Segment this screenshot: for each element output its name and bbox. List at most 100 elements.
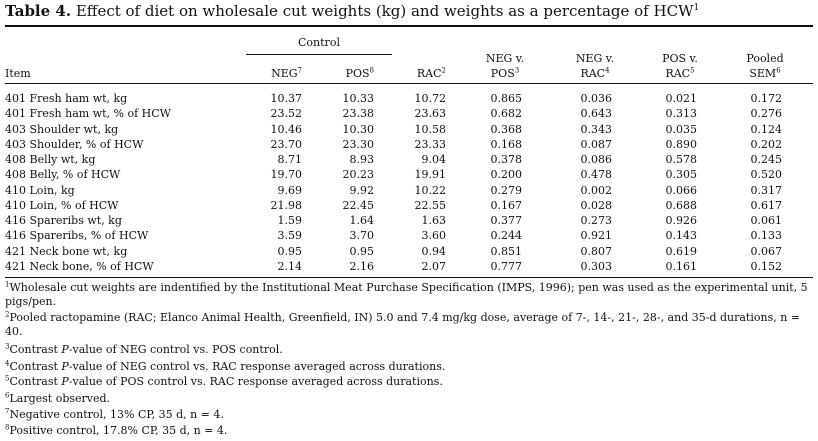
cell-item: 403 Shoulder, % of HCW [5,137,144,151]
cell-neg-v-pos: 0.851 [490,244,523,258]
cell-rac: 1.63 [421,214,447,227]
footnote-text: Contrast [9,375,62,388]
neg-v-rac-header-line2: RAC4 [580,66,610,80]
cell-rac: 0.94 [421,244,447,258]
cell-neg: 0.95 [277,244,303,258]
cell-item: 403 Shoulder wt, kg [5,122,119,136]
cell-rac: 19.91 [414,168,447,182]
cell-pooled-sem: 0.317 [750,183,783,197]
pooled-sem-header-line2: SEM6 [749,66,781,80]
cell-neg: 9.69 [277,183,303,197]
cell-neg-v-rac: 0.087 [580,137,613,151]
cell-neg-v-pos: 0.368 [490,122,523,136]
cell-pos: 0.95 [349,244,375,258]
cell-rac: 3.60 [421,229,447,243]
footnote-marker: 7 [5,407,10,416]
cell-neg: 10.46 [270,122,303,136]
cell-pos-v-rac: 0.066 [665,183,698,197]
cell-neg-v-pos: 0.168 [490,137,523,151]
cell-neg: 2.14 [277,259,303,273]
footnote-4: 4Contrast P-value of NEG control vs. RAC… [5,360,810,374]
cell-neg-v-rac: 0.303 [580,259,613,273]
footnote-marker: 8 [5,423,10,432]
cell-item: 421 Neck bone, % of HCW [5,259,154,273]
cell-pos-v-rac: 0.021 [665,92,698,105]
cell-neg-v-rac: 0.273 [580,214,613,227]
cell-rac: 10.58 [414,122,447,136]
footnote-italic: P [61,343,69,356]
cell-neg-v-pos: 0.279 [490,183,523,197]
cell-pooled-sem: 0.202 [750,137,783,151]
cell-neg-v-pos: 0.777 [490,259,523,273]
footnote-marker: 4 [5,359,10,368]
footnote-marker: 5 [5,374,10,383]
table-title: Table 4. Effect of diet on wholesale cut… [5,2,699,20]
cell-pos-v-rac: 0.305 [665,168,698,182]
cell-item: 408 Belly, % of HCW [5,168,121,182]
cell-neg-v-pos: 0.377 [490,214,523,227]
cell-item: 408 Belly wt, kg [5,153,96,166]
cell-neg-v-pos: 0.167 [490,198,523,212]
cell-item: 401 Fresh ham wt, kg [5,92,128,105]
cell-neg: 21.98 [270,198,303,212]
cell-pos: 1.64 [349,214,375,227]
footnote-8: 8Positive control, 17.8% CP, 35 d, n = 4… [5,424,810,438]
neg-v-pos-header-line1: NEG v. [485,52,525,65]
bottom-rule [5,277,813,278]
pos-header: POS8 [345,66,374,80]
table-label: Table 4. [5,2,72,20]
cell-pos-v-rac: 0.890 [665,137,698,151]
cell-rac: 22.55 [414,198,447,212]
rac-header: RAC2 [416,66,446,80]
footnote-6: 6Largest observed. [5,392,810,406]
cell-pos-v-rac: 0.619 [665,244,698,258]
cell-pos: 2.16 [349,259,375,273]
cell-pooled-sem: 0.172 [750,92,783,105]
cell-item: 416 Spareribs wt, kg [5,214,122,227]
footnote-text-cont: -value of NEG control vs. POS control. [68,343,283,356]
cell-pos: 10.33 [342,92,375,105]
footnote-2: 2Pooled ractopamine (RAC; Elanco Animal … [5,311,810,339]
cell-neg-v-pos: 0.378 [490,153,523,166]
cell-pooled-sem: 0.520 [750,168,783,182]
footnote-italic: P [61,375,69,388]
cell-item: 410 Loin, kg [5,183,75,197]
cell-neg-v-rac: 0.002 [580,183,613,197]
cell-neg-v-rac: 0.028 [580,198,613,212]
cell-pos: 8.93 [349,153,375,166]
footnote-marker: 2 [5,310,10,319]
cell-pos: 20.23 [342,168,375,182]
footnote-italic: P [61,360,69,373]
cell-rac: 23.33 [414,137,447,151]
cell-rac: 23.63 [414,107,447,121]
cell-neg-v-pos: 0.865 [490,92,523,105]
cell-pos-v-rac: 0.035 [665,122,698,136]
cell-pos-v-rac: 0.688 [665,198,698,212]
footnote-marker: 3 [5,342,10,351]
cell-pos-v-rac: 0.161 [665,259,698,273]
cell-neg: 23.70 [270,137,303,151]
cell-neg-v-rac: 0.921 [580,229,613,243]
pos-v-rac-header-line1: POS v. [662,52,698,65]
footnote-text: Positive control, 17.8% CP, 35 d, n = 4. [9,424,228,437]
cell-pooled-sem: 0.276 [750,107,783,121]
cell-pos: 10.30 [342,122,375,136]
cell-pooled-sem: 0.152 [750,259,783,273]
footnote-text: Pooled ractopamine (RAC; Elanco Animal H… [5,311,801,338]
cell-neg: 8.71 [277,153,303,166]
control-group-rule [246,54,392,55]
title-footnote-ref: 1 [693,3,700,13]
cell-pos: 23.30 [342,137,375,151]
cell-neg: 3.59 [277,229,303,243]
footnote-5: 5Contrast P-value of POS control vs. RAC… [5,375,810,389]
cell-pos: 22.45 [342,198,375,212]
header-bottom-rule [5,83,813,84]
neg-v-pos-header-line2: POS3 [490,66,520,80]
cell-pooled-sem: 0.133 [750,229,783,243]
cell-neg: 23.52 [270,107,303,121]
footnote-text-cont: -value of NEG control vs. RAC response a… [68,360,446,373]
cell-item: 416 Spareribs, % of HCW [5,229,149,243]
footnote-text: Negative control, 13% CP, 35 d, n = 4. [9,408,224,421]
footnote-text: Contrast [9,343,62,356]
